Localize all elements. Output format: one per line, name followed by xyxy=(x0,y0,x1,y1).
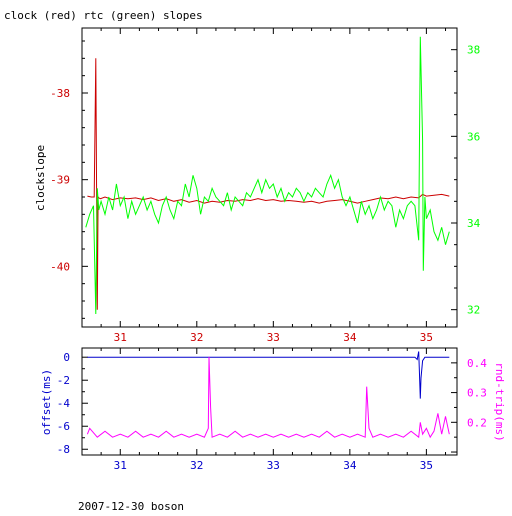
bottom-series-layer xyxy=(86,351,450,439)
left-tick-label: -6 xyxy=(57,420,70,433)
left-tick-label: 0 xyxy=(63,351,70,364)
top-left-axis: -38 -39 -40 xyxy=(50,40,88,319)
x-tick-label: 35 xyxy=(420,459,433,472)
left-tick-label: -40 xyxy=(50,260,70,273)
top-right-axis: 38 36 34 32 xyxy=(451,27,481,317)
x-tick-label: 33 xyxy=(267,459,280,472)
left-tick-label: -8 xyxy=(57,443,70,456)
bottom-ylabel-right: rnd-trip(ms) xyxy=(493,362,506,441)
x-tick-label: 34 xyxy=(343,331,357,344)
right-tick-label: 0.3 xyxy=(467,387,487,400)
right-tick-label: 38 xyxy=(467,44,480,57)
top-series-layer xyxy=(85,36,450,315)
right-tick-label: 32 xyxy=(467,304,480,317)
right-tick-label: 36 xyxy=(467,130,480,143)
x-tick-label: 32 xyxy=(190,459,203,472)
x-tick-label: 34 xyxy=(343,459,357,472)
left-tick-label: -4 xyxy=(57,397,71,410)
left-tick-label: -2 xyxy=(57,374,70,387)
x-tick-label: 31 xyxy=(114,331,127,344)
bottom-plot-frame xyxy=(81,347,458,456)
offset-series-line xyxy=(87,351,450,399)
left-tick-label: -39 xyxy=(50,174,70,187)
chart-title: clock (red) rtc (green) slopes xyxy=(4,9,203,22)
rnd-trip-series-line xyxy=(86,356,450,439)
x-tick-label: 31 xyxy=(114,459,127,472)
clock-series-line xyxy=(87,58,450,310)
x-tick-label: 35 xyxy=(420,331,433,344)
top-ylabel: clockslope xyxy=(34,145,47,211)
top-x-axis: 31 32 33 34 35 xyxy=(81,28,447,344)
top-plot-frame xyxy=(81,27,458,328)
right-tick-label: 0.4 xyxy=(467,357,487,370)
rtc-series-line xyxy=(85,36,450,315)
footer-label: 2007-12-30 boson xyxy=(78,500,184,512)
bottom-right-axis: 0.4 0.3 0.2 xyxy=(451,347,487,453)
left-tick-label: -38 xyxy=(50,87,70,100)
x-tick-label: 33 xyxy=(267,331,280,344)
bottom-ylabel-left: offset(ms) xyxy=(40,369,53,435)
x-tick-label: 32 xyxy=(190,331,203,344)
bottom-x-axis: 31 32 33 34 35 xyxy=(81,348,447,472)
bottom-left-axis: 0 -2 -4 -6 -8 xyxy=(57,351,88,456)
right-tick-label: 0.2 xyxy=(467,416,487,429)
right-tick-label: 34 xyxy=(467,217,481,230)
